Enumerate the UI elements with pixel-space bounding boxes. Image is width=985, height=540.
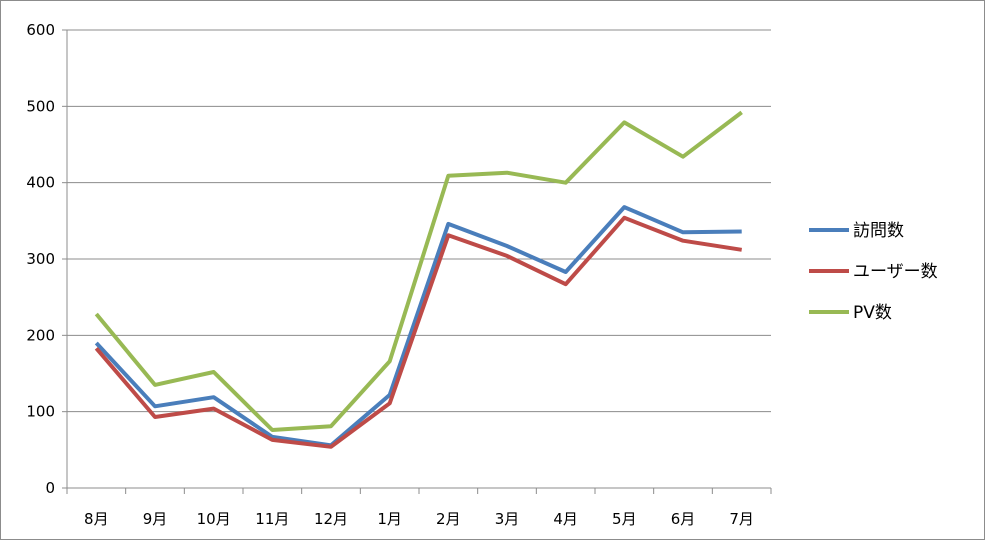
y-tick-label: 500 xyxy=(26,97,55,115)
legend-label-0: 訪問数 xyxy=(853,221,904,241)
y-tick-label: 100 xyxy=(26,403,55,421)
y-tick-label: 600 xyxy=(26,21,55,39)
legend-label-2: PV数 xyxy=(853,303,892,323)
x-tick-label: 9月 xyxy=(143,510,168,528)
y-tick-label: 300 xyxy=(26,250,55,268)
x-tick-label: 12月 xyxy=(314,510,348,528)
series-line-2 xyxy=(94,110,743,432)
x-tick-label: 3月 xyxy=(495,510,520,528)
axis-layer: 0 100 200 300 400 500 600 8月 9月 10月 11月 12月 1月 2月 3月 4月… xyxy=(26,21,772,528)
x-tick-label: 6月 xyxy=(671,510,696,528)
x-tick-label: 8月 xyxy=(84,510,109,528)
x-tick-label: 1月 xyxy=(377,510,402,528)
y-tick-label: 0 xyxy=(45,479,55,497)
y-tick-label: 200 xyxy=(26,326,55,344)
x-tick-label: 5月 xyxy=(612,510,637,528)
series-line-1 xyxy=(94,215,743,449)
legend-label-1: ユーザー数 xyxy=(853,262,938,282)
x-tick-label: 7月 xyxy=(729,510,754,528)
y-tick-label: 400 xyxy=(26,174,55,192)
series-layer xyxy=(94,110,743,449)
x-tick-label: 11月 xyxy=(255,510,289,528)
series-line-0 xyxy=(94,205,742,448)
x-tick-label: 10月 xyxy=(197,510,231,528)
x-tick-label: 2月 xyxy=(436,510,461,528)
grid-layer xyxy=(67,29,771,413)
x-tick-label: 4月 xyxy=(553,510,578,528)
